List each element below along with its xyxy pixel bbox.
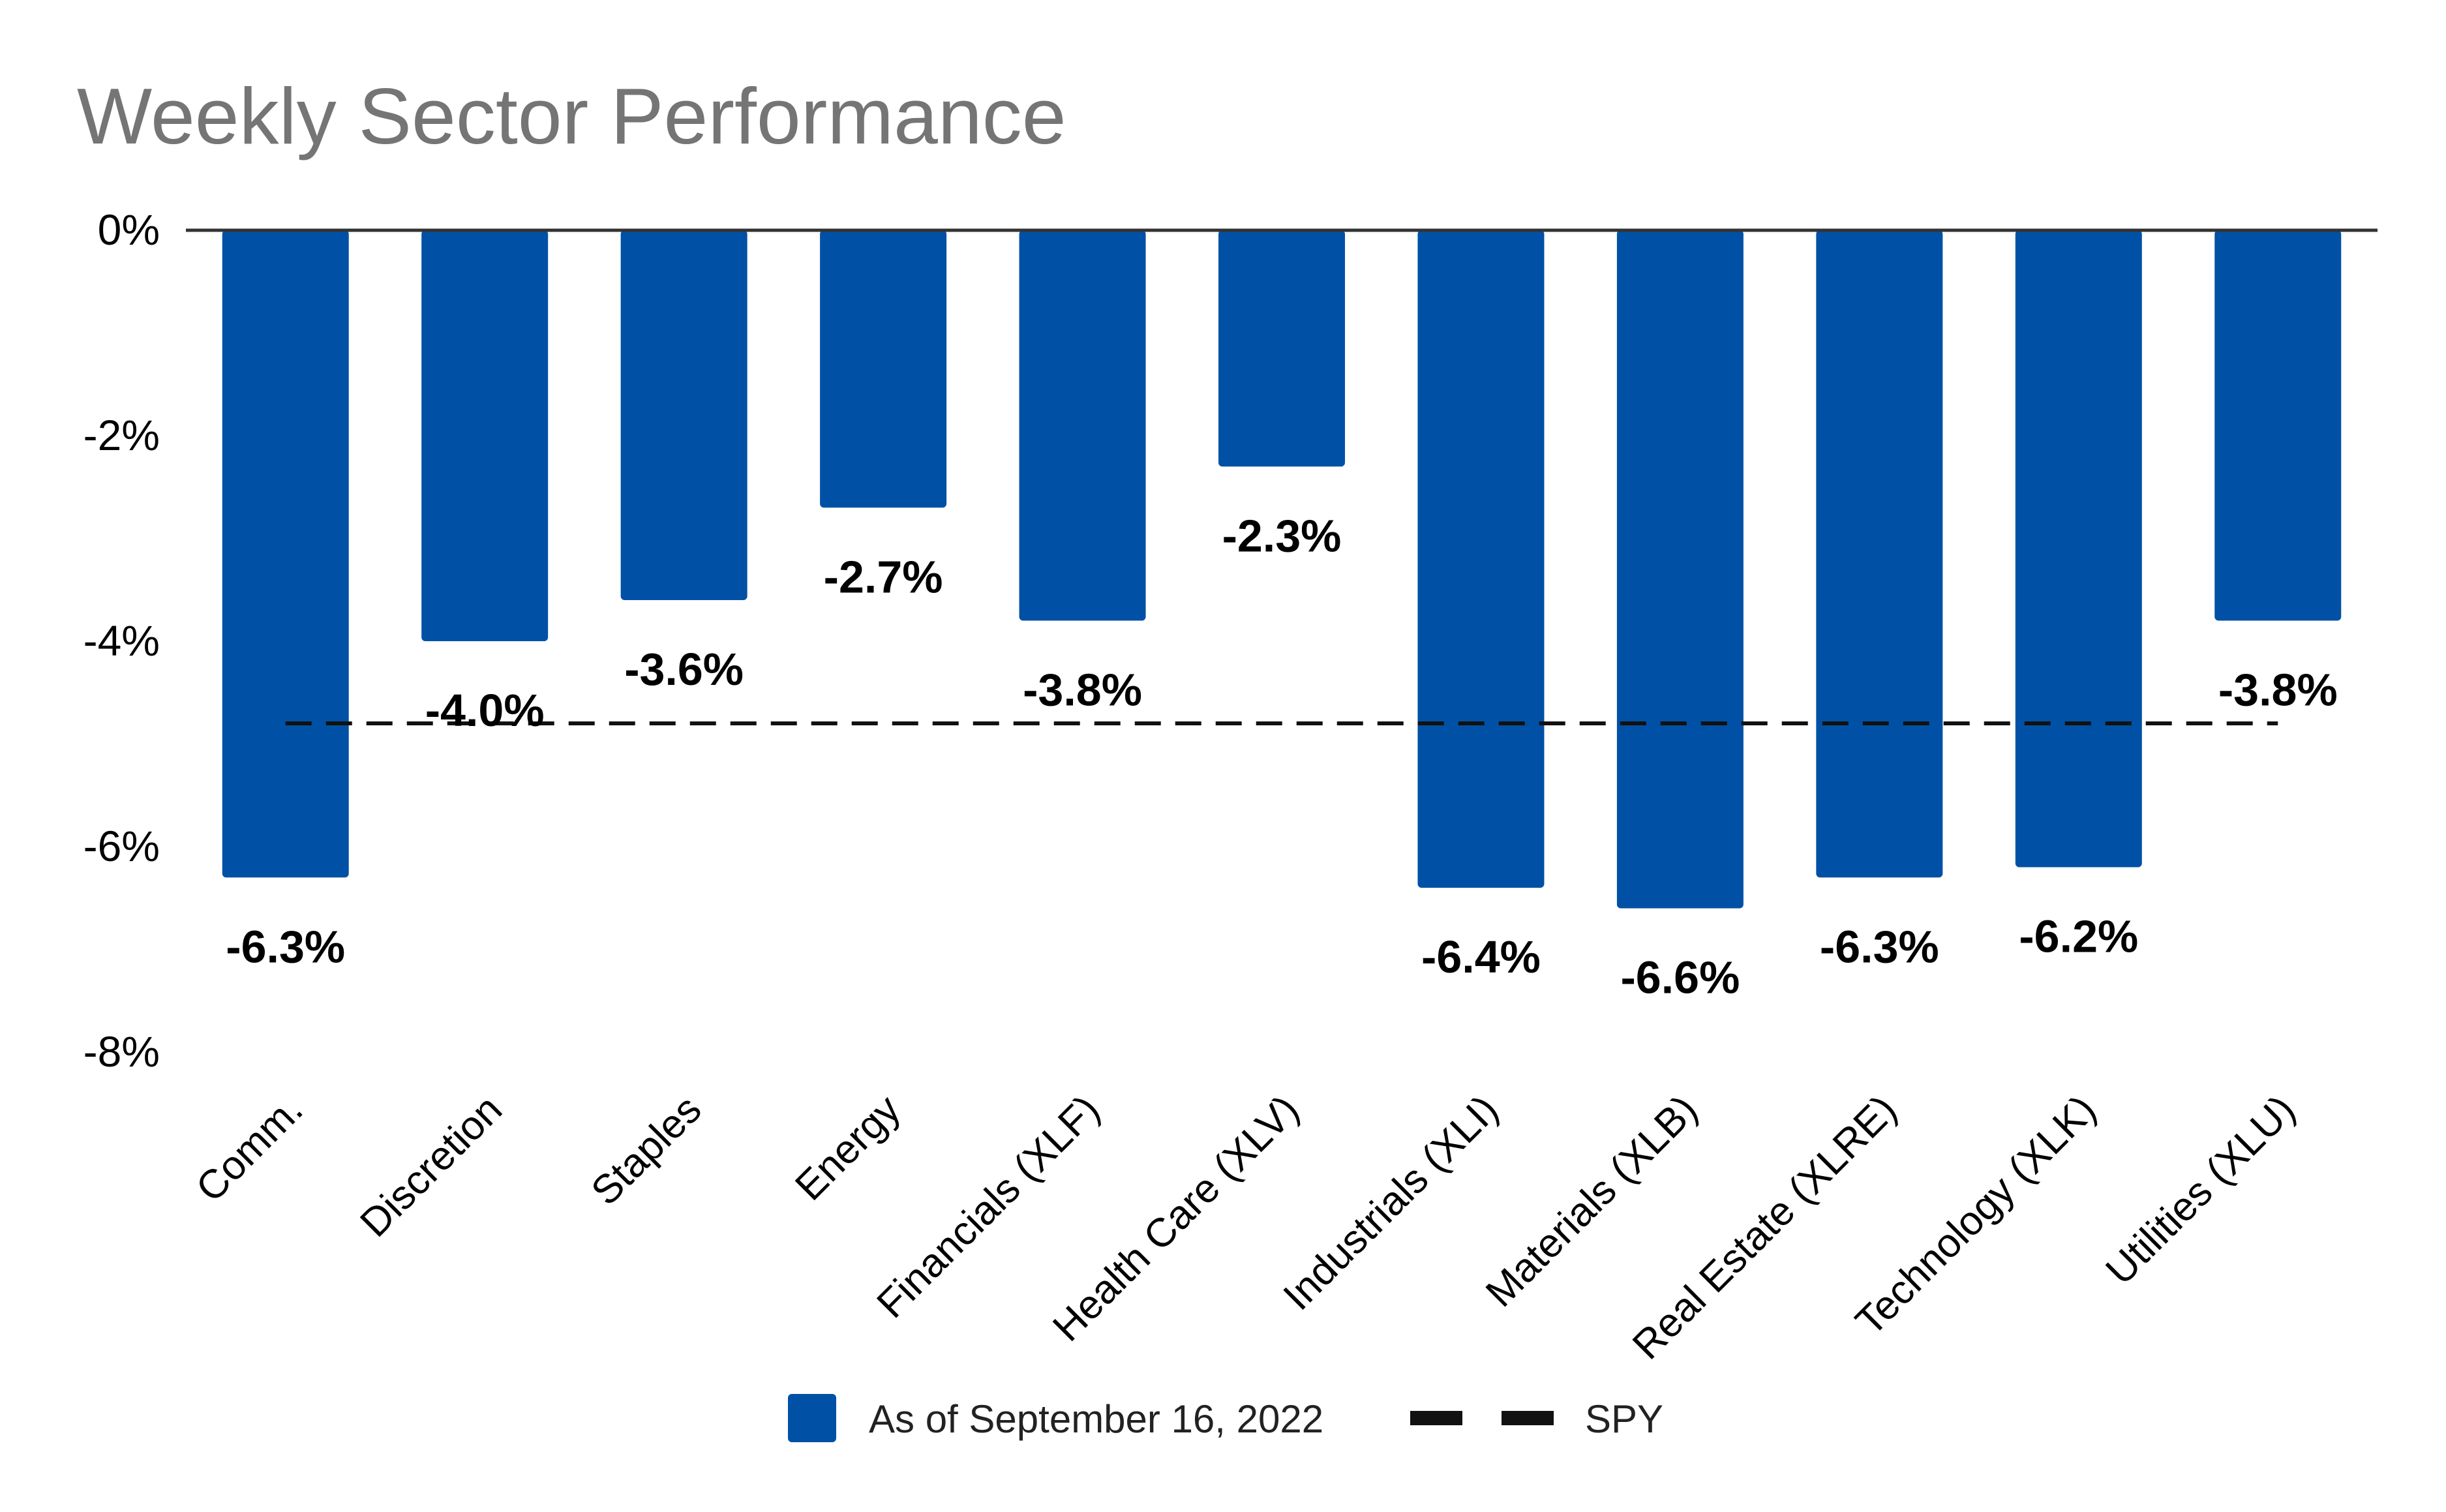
bar: [620, 230, 747, 600]
data-label: -2.3%: [1222, 510, 1342, 561]
legend: As of September 16, 2022 SPY: [788, 1394, 1663, 1442]
x-tick-label: Energy: [787, 1087, 909, 1209]
bar: [1417, 230, 1545, 888]
bar: [2214, 230, 2342, 621]
data-label: -6.6%: [1620, 952, 1740, 1003]
x-tick-label: Materials (XLB): [1477, 1087, 1706, 1316]
data-label: -6.3%: [1820, 921, 1939, 972]
y-tick-label: -2%: [83, 411, 160, 459]
data-label: -3.8%: [2218, 665, 2338, 716]
x-tick-label: Staples: [583, 1087, 710, 1214]
y-tick-label: 0%: [98, 205, 160, 254]
data-label: -6.3%: [226, 921, 345, 972]
y-tick-label: -4%: [83, 616, 160, 665]
x-tick-label: Industrials (XLI): [1275, 1087, 1507, 1319]
data-labels: -6.3% -4.0% -3.6% -2.7% -3.8% -2.3% -6.4% -6.6%…: [226, 510, 2337, 1003]
legend-label-series: As of September 16, 2022: [869, 1397, 1323, 1441]
legend-label-spy: SPY: [1585, 1397, 1663, 1441]
bar: [820, 230, 947, 508]
data-label: -6.4%: [1421, 931, 1541, 982]
bar: [1218, 230, 1345, 467]
data-label: -3.6%: [624, 644, 744, 695]
data-label: -4.0%: [425, 685, 545, 736]
y-axis: 0% -2% -4% -6% -8%: [83, 205, 160, 1076]
data-label: -6.2%: [2019, 911, 2138, 962]
bar: [1019, 230, 1146, 621]
x-tick-label: Comm.: [188, 1087, 312, 1211]
chart-title: Weekly Sector Performance: [77, 72, 1066, 160]
bar: [1616, 230, 1744, 909]
bar: [2015, 230, 2142, 868]
data-label: -2.7%: [824, 551, 943, 602]
legend-swatch-series: [788, 1394, 836, 1442]
data-label: -3.8%: [1023, 665, 1142, 716]
x-tick-label: Utilities (XLU): [2097, 1087, 2304, 1293]
bar: [222, 230, 349, 878]
bar: [421, 230, 549, 641]
y-tick-label: -8%: [83, 1027, 160, 1076]
x-tick-label: Discretion: [352, 1087, 511, 1246]
bar: [1816, 230, 1943, 878]
bars: [222, 230, 2342, 909]
y-tick-label: -6%: [83, 822, 160, 870]
